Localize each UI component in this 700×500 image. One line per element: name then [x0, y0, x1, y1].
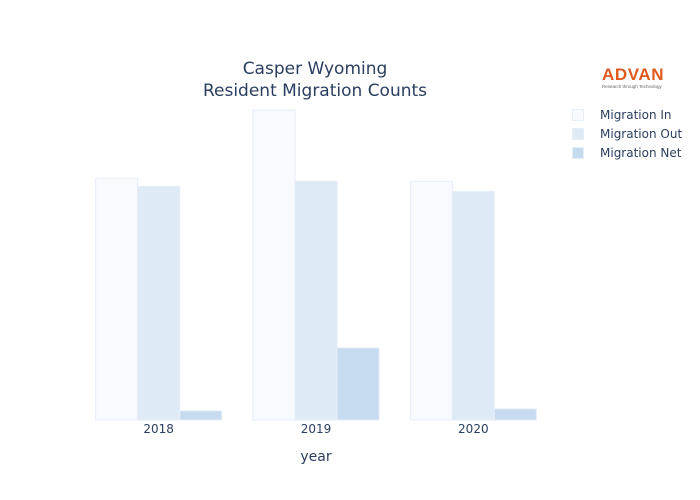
legend: Migration In Migration Out Migration Net [572, 105, 682, 162]
legend-label-migration-net: Migration Net [600, 145, 682, 160]
legend-item-migration-in[interactable]: Migration In [572, 105, 682, 124]
bar-migration-in-2020[interactable] [409, 180, 453, 421]
chart-title: Casper Wyoming Resident Migration Counts [165, 58, 465, 102]
chart-title-line-1: Casper Wyoming [242, 59, 388, 79]
x-tick-label-2018: 2018 [143, 422, 174, 436]
chart-title-line-2: Resident Migration Counts [202, 81, 428, 101]
x-tick-label-2020: 2020 [458, 422, 489, 436]
bar-migration-out-2019[interactable] [294, 180, 338, 421]
bar-migration-out-2020[interactable] [451, 190, 495, 421]
bar-migration-net-2020[interactable] [493, 408, 537, 421]
x-axis-title: year [300, 449, 331, 465]
legend-item-migration-out[interactable]: Migration Out [572, 124, 682, 143]
bar-migration-out-2018[interactable] [137, 185, 181, 421]
legend-label-migration-in: Migration In [600, 107, 672, 122]
x-tick-labels: 2018 2019 2020 [143, 422, 488, 436]
bar-migration-in-2019[interactable] [252, 109, 296, 421]
bars-group [95, 109, 537, 421]
bar-migration-net-2018[interactable] [179, 410, 223, 421]
legend-label-migration-out: Migration Out [600, 126, 683, 141]
legend-swatch-migration-in [572, 108, 584, 121]
advan-logo: ADVAN Research through Technology [602, 66, 672, 90]
bar-migration-net-2019[interactable] [336, 347, 380, 421]
bar-migration-in-2018[interactable] [95, 177, 139, 421]
legend-swatch-migration-out [572, 127, 584, 140]
legend-item-migration-net[interactable]: Migration Net [572, 143, 682, 162]
legend-swatch-migration-net [572, 146, 584, 159]
logo-tagline: Research through Technology [602, 84, 662, 89]
x-tick-label-2019: 2019 [301, 422, 332, 436]
logo-wordmark: ADVAN [602, 65, 665, 84]
